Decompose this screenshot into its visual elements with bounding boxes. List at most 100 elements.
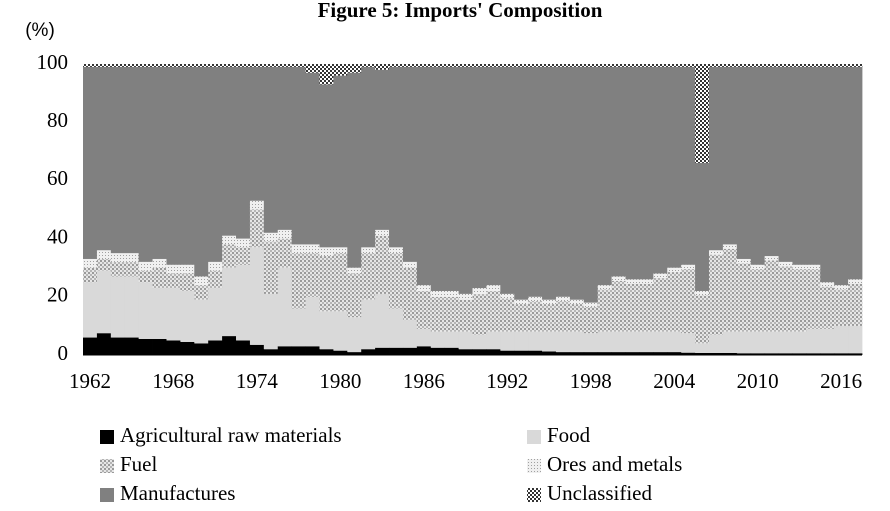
bar-segment: [166, 340, 181, 355]
bar-segment: [458, 299, 473, 332]
bar-segment: [96, 64, 112, 67]
legend-label: Fuel: [120, 452, 158, 476]
bar-segment: [444, 296, 459, 332]
bar-segment: [722, 64, 738, 67]
bar-segment: [792, 353, 807, 355]
bar-segment: [277, 267, 293, 347]
bar-segment: [528, 66, 543, 297]
bar-segment: [695, 162, 710, 291]
bar-segment: [514, 331, 529, 351]
bar-segment: [166, 66, 181, 265]
bar-segment: [708, 334, 724, 353]
bar-segment: [361, 253, 376, 300]
bar-segment: [848, 325, 863, 354]
bar-segment: [83, 267, 98, 283]
bar-segment: [110, 253, 126, 262]
bar-segment: [194, 343, 209, 355]
bar-segment: [291, 308, 306, 347]
x-tick-label: 1998: [570, 369, 612, 393]
bar-segment: [583, 66, 599, 303]
bar-segment: [138, 66, 153, 262]
legend-marker: [527, 488, 541, 502]
bar-segment: [528, 64, 543, 67]
legend-marker: [527, 430, 541, 444]
bar-segment: [333, 350, 348, 355]
bar-segment: [291, 244, 306, 254]
bar-segment: [555, 331, 571, 353]
bar-segment: [555, 352, 571, 355]
bar-segment: [83, 282, 98, 338]
bar-segment: [208, 66, 223, 262]
bar-segment: [389, 247, 404, 254]
bar-segment: [820, 328, 835, 354]
bar-segment: [542, 304, 557, 332]
bar-segment: [305, 296, 320, 347]
bar-segment: [834, 289, 849, 326]
bar-segment: [402, 66, 418, 262]
bar-segment: [277, 229, 293, 239]
y-tick-label: 40: [47, 224, 68, 248]
bar-segment: [778, 266, 793, 332]
legend-marker: [527, 459, 541, 473]
bar-segment: [319, 64, 334, 85]
bar-segment: [277, 346, 293, 355]
bar-segment: [236, 66, 251, 239]
bar-segment: [639, 331, 654, 353]
bar-segment: [597, 64, 613, 67]
bar-segment: [681, 333, 696, 353]
bar-segment: [458, 64, 473, 67]
bar-segment: [778, 66, 793, 262]
bar-segment: [555, 66, 571, 297]
legend-label: Ores and metals: [547, 452, 682, 476]
bar-segment: [736, 263, 752, 332]
bar-segment: [486, 285, 501, 291]
bar-segment: [778, 64, 793, 67]
bar-segment: [83, 258, 98, 268]
bar-segment: [639, 66, 654, 280]
bar-segment: [194, 276, 209, 286]
bar-segment: [806, 264, 821, 270]
bar-segment: [430, 290, 446, 297]
bar-segment: [820, 282, 835, 287]
bar-segment: [96, 333, 112, 355]
bar-segment: [124, 261, 140, 277]
bar-segment: [291, 253, 306, 309]
bar-segment: [500, 293, 515, 299]
bar-segment: [639, 352, 654, 355]
bar-segment: [222, 267, 237, 337]
bar-segment: [416, 290, 432, 329]
bar-segment: [222, 336, 237, 355]
bar-segment: [416, 285, 432, 291]
bar-segment: [458, 293, 473, 300]
bar-segment: [820, 66, 835, 283]
bar-segment: [291, 64, 306, 67]
bar-segment: [263, 293, 279, 350]
bar-segment: [708, 254, 724, 335]
bar-segment: [180, 64, 195, 67]
bar-segment: [236, 340, 251, 355]
bar-segment: [222, 244, 237, 268]
bar-segment: [750, 331, 766, 354]
bar-segment: [152, 267, 167, 289]
bar-segment: [361, 349, 376, 355]
bar-segment: [708, 250, 724, 255]
bar-segment: [597, 289, 613, 332]
bar-segment: [542, 64, 557, 67]
bar-segment: [514, 350, 529, 355]
bar-segment: [750, 66, 766, 265]
bar-segment: [806, 64, 821, 67]
bar-segment: [736, 64, 752, 67]
bar-segment: [263, 241, 279, 294]
bar-segment: [249, 64, 265, 67]
bar-segment: [528, 301, 543, 332]
x-tick-label: 2010: [737, 369, 779, 393]
bar-segment: [834, 325, 849, 354]
bar-segment: [750, 264, 766, 270]
bar-segment: [110, 337, 126, 355]
bar-segment: [848, 279, 863, 284]
bar-segment: [764, 331, 779, 354]
bar-segment: [500, 66, 515, 294]
bar-segment: [458, 331, 473, 350]
bar-segment: [347, 64, 362, 73]
bar-segment: [430, 347, 446, 355]
